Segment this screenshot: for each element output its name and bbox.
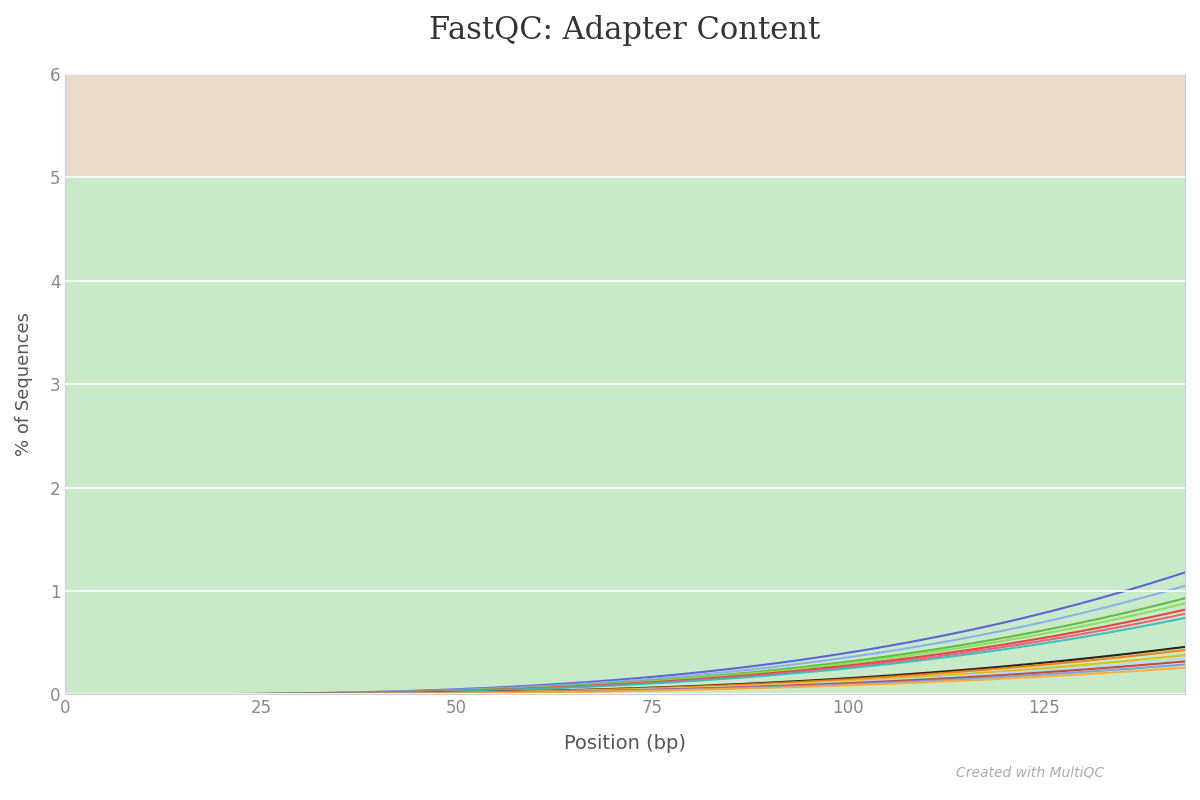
- X-axis label: Position (bp): Position (bp): [564, 734, 686, 753]
- Bar: [65, 177, 1186, 694]
- Y-axis label: % of Sequences: % of Sequences: [14, 312, 34, 456]
- Bar: [65, 74, 1186, 177]
- Title: FastQC: Adapter Content: FastQC: Adapter Content: [430, 15, 821, 46]
- Text: Created with MultiQC: Created with MultiQC: [956, 766, 1104, 780]
